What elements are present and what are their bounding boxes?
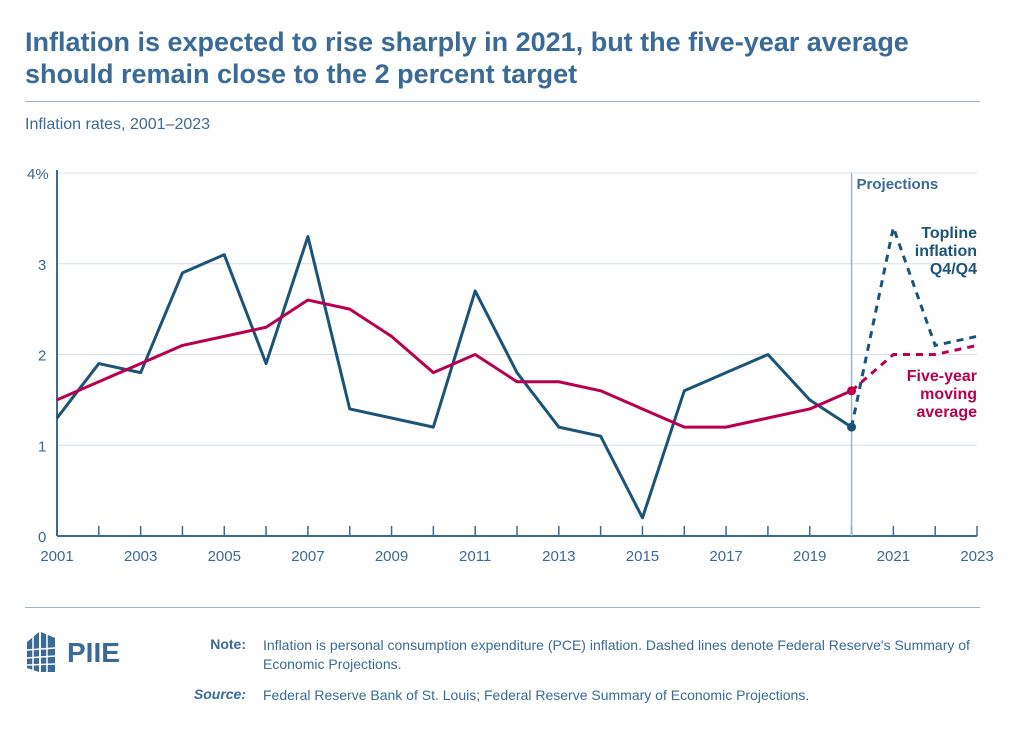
series-line-historical <box>56 298 853 429</box>
svg-text:PIIE: PIIE <box>67 637 120 668</box>
y-tick-label: 3 <box>38 257 46 274</box>
series-label: Q4/Q4 <box>930 261 977 278</box>
projection-label: Projections <box>857 176 939 193</box>
y-tick-label: 1 <box>38 438 46 455</box>
title-divider <box>25 101 980 102</box>
x-tick-label: 2023 <box>960 548 993 565</box>
data-point <box>847 422 857 432</box>
y-tick-label: 4% <box>27 166 49 183</box>
x-tick-label: 2015 <box>626 548 659 565</box>
note-label: Note: <box>210 636 246 652</box>
line-chart: 0 1 2 3 4% 2001 2003 2005 2007 2009 2011 2013 2015 20… <box>27 166 994 565</box>
x-tick-label: 2003 <box>124 548 157 565</box>
x-tick-label: 2021 <box>877 548 910 565</box>
y-tick-label: 2 <box>38 348 46 365</box>
series-label: inflation <box>915 243 977 260</box>
series-label: average <box>917 404 978 421</box>
x-tick-label: 2007 <box>291 548 324 565</box>
source-text: Federal Reserve Bank of St. Louis; Feder… <box>263 687 810 703</box>
x-tick-label: 2013 <box>542 548 575 565</box>
series-line-projection <box>850 343 978 392</box>
x-tick-label: 2001 <box>40 548 73 565</box>
series-label: Topline <box>921 225 977 242</box>
x-tick-label: 2009 <box>375 548 408 565</box>
series-label: Five-year <box>907 368 977 385</box>
note-text: Inflation is personal consumption expend… <box>263 637 970 672</box>
x-tick-label: 2011 <box>459 548 491 565</box>
footer-divider <box>25 607 980 608</box>
series-label: moving <box>920 386 977 403</box>
chart-title: Inflation is expected to rise sharply in… <box>25 27 909 89</box>
source-label: Source: <box>193 686 246 702</box>
x-tick-label: 2017 <box>709 548 742 565</box>
piie-logo: PIIE <box>25 628 145 679</box>
data-point <box>847 386 857 396</box>
series-line-projection <box>850 221 978 428</box>
y-tick-label: 0 <box>38 529 46 546</box>
x-tick-label: 2019 <box>793 548 826 565</box>
chart-subtitle: Inflation rates, 2001–2023 <box>25 116 211 133</box>
building-icon: PIIE <box>26 632 120 672</box>
series-line-historical <box>55 235 853 520</box>
x-tick-label: 2005 <box>208 548 241 565</box>
